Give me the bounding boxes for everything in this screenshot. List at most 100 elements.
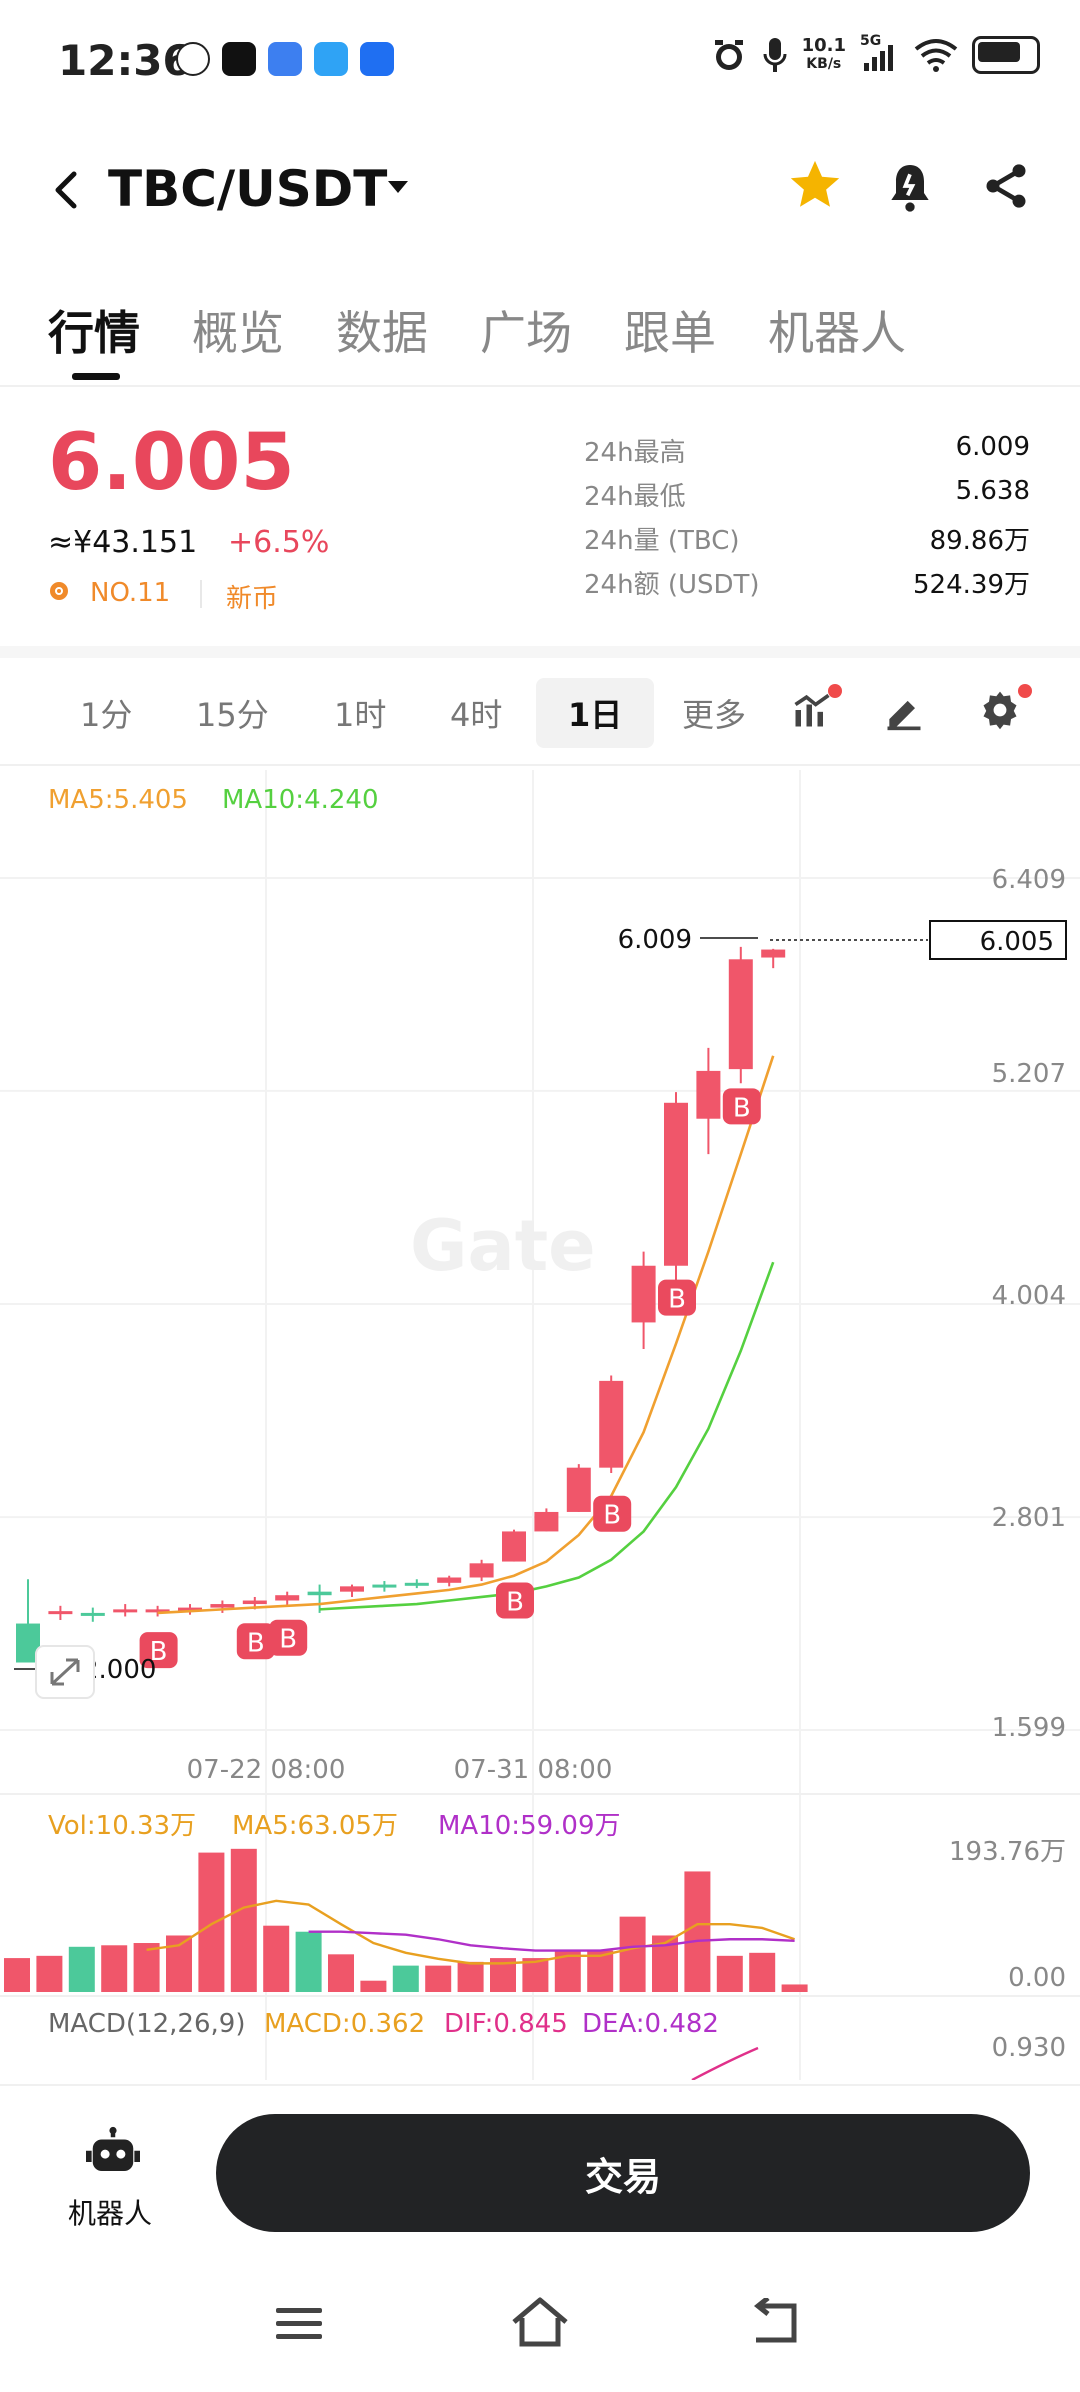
volume-bar [457, 1961, 484, 1992]
share-icon[interactable] [980, 160, 1032, 216]
timeframe-more[interactable]: 更多 [682, 696, 747, 734]
x-tick: 07-31 08:00 [454, 1755, 613, 1785]
volume-bar [4, 1958, 30, 1992]
volume-bar [749, 1952, 776, 1992]
buy-marker-bg [496, 1582, 534, 1619]
buy-marker-bg [593, 1495, 632, 1532]
vol-ma5-legend: MA5:63.05万 [232, 1811, 398, 1841]
buy-marker-letter: B [150, 1637, 168, 1667]
tab-market[interactable]: 行情 [48, 306, 140, 360]
alarm-icon [714, 40, 743, 70]
buy-marker-letter: B [668, 1285, 686, 1315]
dif-value: DIF:0.845 [444, 2009, 568, 2039]
settings-gear-icon[interactable] [978, 684, 1032, 736]
volume-bars [4, 1848, 808, 1992]
ma10-line [319, 1261, 775, 1611]
tab-robot[interactable]: 机器人 [768, 306, 906, 360]
candle-body [664, 1102, 688, 1266]
vol-min-label: 0.00 [1008, 1963, 1066, 1993]
y-tick: 5.207 [992, 1059, 1066, 1089]
timeframe-1d[interactable]: 1日 [568, 696, 623, 734]
candle-body [210, 1604, 235, 1608]
stat-row: 24h量 (TBC) 89.86万 [584, 520, 1030, 564]
star-icon[interactable] [786, 156, 844, 228]
bell-icon[interactable] [882, 158, 938, 218]
kline-svg[interactable]: Gate MA5:5.405 MA10:4.240 6.409 5.207 4.… [0, 770, 1080, 2082]
candle-body [178, 1607, 202, 1611]
timeframe-4h[interactable]: 4时 [450, 696, 503, 734]
buy-marker-bg [236, 1623, 275, 1660]
trade-button[interactable]: 交易 [216, 2114, 1030, 2232]
dea-value: DEA:0.482 [582, 2009, 719, 2039]
tab-overview[interactable]: 概览 [192, 306, 284, 360]
timeframe-1m[interactable]: 1分 [80, 696, 133, 734]
vol-max-label: 193.76万 [949, 1837, 1066, 1867]
volume-bar [133, 1943, 160, 1992]
buy-marker-bg [139, 1632, 178, 1669]
back-icon[interactable] [750, 2296, 802, 2350]
status-right: 10.1 KB/s 5G [710, 33, 1040, 74]
kline-chart[interactable]: Gate MA5:5.405 MA10:4.240 6.409 5.207 4.… [0, 770, 1080, 2082]
tab-square[interactable]: 广场 [480, 306, 572, 360]
robot-icon[interactable] [86, 2126, 140, 2184]
24h-stats: 24h最高 6.009 24h最低 5.638 24h量 (TBC) 89.86万 2… [584, 432, 1030, 608]
buy-marker[interactable]: B [593, 1495, 632, 1532]
buy-marker[interactable]: B [139, 1632, 178, 1669]
vol-legend: Vol:10.33万 [48, 1811, 196, 1841]
app-cloud-icon [314, 42, 348, 76]
tiktok-icon [222, 42, 256, 76]
candle-body [728, 959, 753, 1070]
last-price-tag: 6.005 [980, 927, 1054, 957]
candle-body [566, 1467, 591, 1512]
timeframe-1h[interactable]: 1时 [334, 696, 387, 734]
signal-icon [864, 45, 893, 71]
candle-body [696, 1070, 721, 1119]
home-icon[interactable] [510, 2296, 570, 2352]
draw-icon[interactable] [882, 688, 926, 736]
y-tick: 4.004 [992, 1281, 1066, 1311]
app-lark-icon [360, 42, 394, 76]
candle-body [275, 1595, 300, 1601]
volume-bar [198, 1852, 225, 1992]
dropdown-caret-icon[interactable] [386, 172, 410, 207]
volume-bar [101, 1945, 128, 1992]
buy-marker[interactable]: B [236, 1623, 275, 1660]
buy-marker-letter: B [603, 1501, 621, 1531]
ma10-legend: MA10:4.240 [222, 785, 379, 815]
x-tick: 07-22 08:00 [187, 1755, 346, 1785]
volume-bar [522, 1958, 549, 1992]
candles-group [16, 946, 786, 1663]
buy-marker[interactable]: B [658, 1279, 696, 1316]
candle-body [534, 1511, 559, 1532]
menu-icon[interactable] [274, 2304, 324, 2348]
settings-badge [1018, 684, 1032, 698]
rank-separator [200, 580, 202, 608]
indicator-icon[interactable] [790, 684, 842, 736]
tab-copytrade[interactable]: 跟单 [624, 306, 716, 360]
new-coin-tag: 新币 [226, 584, 279, 614]
ma5-line [157, 1055, 775, 1615]
tab-data[interactable]: 数据 [336, 306, 428, 360]
y-tick: 6.409 [992, 865, 1066, 895]
expand-icon[interactable] [35, 1645, 95, 1699]
candle-body [340, 1586, 364, 1592]
buy-marker[interactable]: B [269, 1619, 308, 1656]
volume-bar [781, 1984, 808, 1992]
stat-label: 24h最低 [584, 482, 686, 512]
pair-title[interactable]: TBC/USDT [108, 160, 388, 218]
robot-label[interactable]: 机器人 [68, 2197, 153, 2230]
indicator-badge [828, 684, 842, 698]
timeframe-active-bg [536, 678, 654, 748]
buy-marker[interactable]: B [722, 1088, 761, 1125]
volume-bar [295, 1931, 322, 1992]
volume-bar [230, 1848, 257, 1992]
stat-value: 6.009 [955, 432, 1030, 462]
rank-label[interactable]: NO.11 [90, 578, 171, 608]
timeframe-15m[interactable]: 15分 [196, 696, 269, 734]
dif-line [691, 2046, 759, 2082]
section-divider [0, 646, 1080, 658]
buy-marker[interactable]: B [496, 1582, 534, 1619]
back-arrow-icon[interactable] [48, 162, 82, 228]
volume-bar [360, 1980, 387, 1992]
